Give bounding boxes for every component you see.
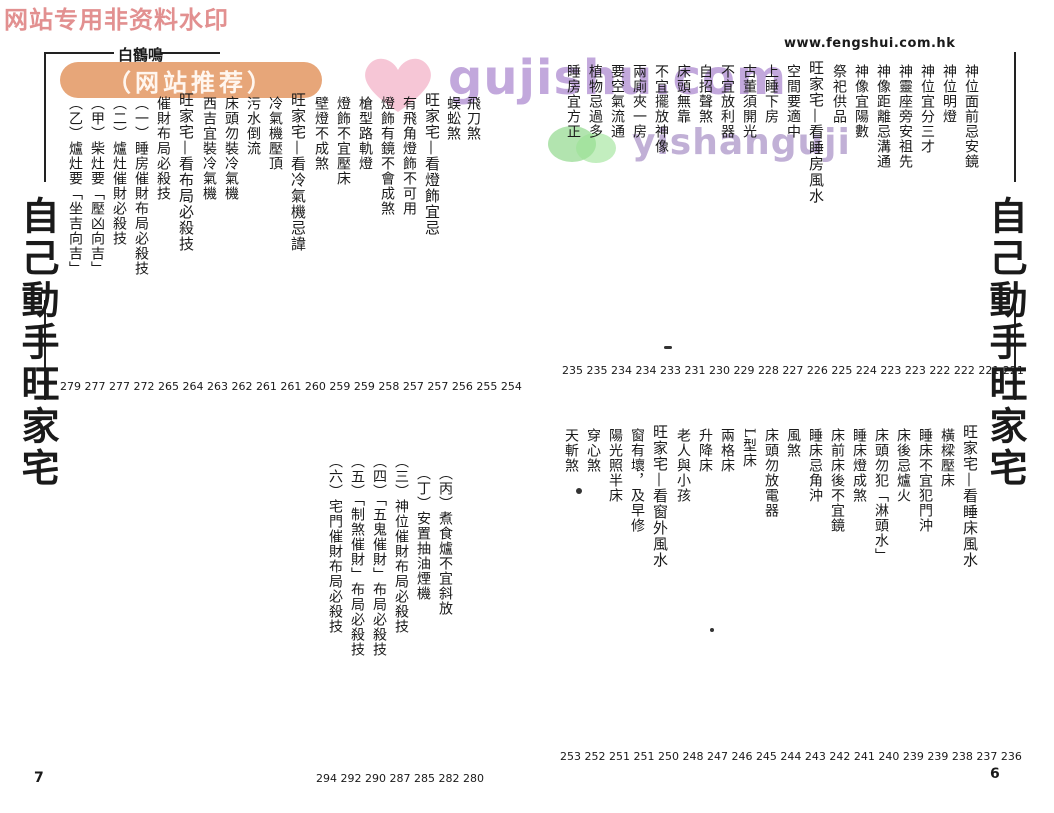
toc-entry: 神靈座旁安祖先: [897, 64, 913, 169]
toc-entry: 窗有壞，及早修: [629, 428, 645, 533]
recommend-badge: （网站推荐）: [60, 62, 322, 98]
toc-entry: 不宜放利器: [719, 64, 735, 139]
toc-heading: 旺家宅—看冷氣機忌諱: [289, 92, 307, 252]
toc-entry: L型床: [741, 428, 757, 469]
left-top-rule-2: [160, 52, 220, 54]
toc-entry: 床頭無靠: [675, 64, 691, 124]
toc-entry: 睡床燈成煞: [851, 428, 867, 503]
left-top-rule: [44, 52, 114, 54]
ink-mark: [576, 488, 582, 494]
toc-heading: 旺家宅—看布局必殺技: [177, 92, 195, 252]
right-vertical-rule: [1014, 52, 1016, 182]
toc-entry: 有飛角燈飾不可用: [401, 96, 417, 216]
toc-entry: （五）「制煞催財」布局必殺技: [349, 454, 365, 657]
left-vertical-rule-lower: [44, 300, 46, 400]
toc-entry: 穿心煞: [585, 428, 601, 473]
toc-entry: 睡房宜方正: [565, 64, 581, 139]
page-numbers-row: 279 277 277 272 265 264 263 262 261 261 …: [60, 380, 522, 393]
toc-entry: 蜈蚣煞: [445, 96, 461, 141]
ink-mark: [710, 628, 714, 632]
toc-entry: （二）爐灶催財必殺技: [111, 96, 127, 246]
toc-heading: 旺家宅—看燈飾宜忌: [423, 92, 441, 236]
toc-heading: 旺家宅—看睡床風水: [961, 424, 979, 568]
toc-entry: 神位面前忌安鏡: [963, 64, 979, 169]
toc-entry: 兩廁夾一房: [631, 64, 647, 139]
toc-entry: （四）「五鬼催財」布局必殺技: [371, 454, 387, 657]
toc-entry: 床頭勿放電器: [763, 428, 779, 518]
book-title-right: 自己動手旺家宅: [983, 196, 1028, 490]
toc-entry: 床頭勿犯「淋頭水」: [873, 428, 889, 563]
toc-entry: 兩格床: [719, 428, 735, 473]
toc-entry: 床前床後不宜鏡: [829, 428, 845, 533]
toc-entry: 槍型路軌燈: [357, 96, 373, 171]
toc-entry: 燈飾有鏡不會成煞: [379, 96, 395, 216]
toc-heading: 旺家宅—看窗外風水: [651, 424, 669, 568]
toc-entry: （三）神位催財布局必殺技: [393, 454, 409, 634]
toc-entry: 古董須開光: [741, 64, 757, 139]
watermark-gujishu: gujishu.com: [448, 50, 788, 106]
toc-entry: 植物忌過多: [587, 64, 603, 139]
toc-entry: 陽光照半床: [607, 428, 623, 503]
page-numbers-row: 235 235 234 234 233 231 230 229 228 227 …: [562, 364, 1024, 377]
toc-entry: 空間要適中: [785, 64, 801, 139]
website-url: www.fengshui.com.hk: [784, 36, 956, 51]
toc-entry: 床後忌爐火: [895, 428, 911, 503]
toc-entry: 污水倒流: [245, 96, 261, 156]
toc-entry: 睡床不宜犯門沖: [917, 428, 933, 533]
toc-entry: （丁）安置抽油煙機: [415, 466, 431, 601]
toc-entry: 飛刀煞: [465, 96, 481, 141]
toc-entry: （一）睡房催財布局必殺技: [133, 96, 149, 276]
watermark-yishanguji: yishanguji: [632, 122, 851, 163]
heart-icon: [365, 58, 431, 112]
toc-entry: 自招聲煞: [697, 64, 713, 124]
page-number-left: 7: [34, 770, 44, 786]
toc-entry: 風煞: [785, 428, 801, 458]
book-title-left: 自己動手旺家宅: [15, 196, 60, 490]
toc-entry: （乙）爐灶要「坐吉向吉」: [67, 96, 83, 276]
toc-heading: 旺家宅—看睡房風水: [807, 60, 825, 204]
toc-entry: 燈飾不宜壓床: [335, 96, 351, 186]
toc-entry: 睡床忌角沖: [807, 428, 823, 503]
toc-entry: 神位明燈: [941, 64, 957, 124]
toc-entry: 西吉宜裝冷氣機: [201, 96, 217, 201]
left-vertical-rule: [44, 52, 46, 182]
toc-entry: （甲）柴灶要「壓凶向吉」: [89, 96, 105, 276]
toc-entry: 上睡下房: [763, 64, 779, 124]
toc-entry: 壁燈不成煞: [313, 96, 329, 171]
page-numbers-row: 294 292 290 287 285 282 280: [316, 772, 484, 785]
toc-entry: 床頭勿裝冷氣機: [223, 96, 239, 201]
toc-entry: （六）宅門催財布局必殺技: [327, 454, 343, 634]
toc-entry: 天斬煞: [563, 428, 579, 473]
toc-entry: （丙）煮食爐不宜斜放: [437, 466, 453, 616]
author-name: 白鶴鳴: [118, 46, 164, 64]
toc-entry: 神像距離忌溝通: [875, 64, 891, 169]
page-number-right: 6: [990, 766, 1000, 782]
wechat-icon: [548, 126, 616, 163]
page-numbers-row: 253 252 251 251 250 248 247 246 245 244 …: [560, 750, 1022, 763]
ink-mark: [664, 346, 672, 349]
toc-entry: 升降床: [697, 428, 713, 473]
toc-entry: 冷氣機壓頂: [267, 96, 283, 171]
toc-entry: 不宜擺放神像: [653, 64, 669, 154]
right-vertical-rule-lower: [1014, 300, 1016, 400]
toc-entry: 橫樑壓床: [939, 428, 955, 488]
toc-entry: 神位宜分三才: [919, 64, 935, 154]
toc-entry: 要空氣流通: [609, 64, 625, 139]
top-watermark-text: 网站专用非资料水印: [4, 6, 229, 34]
toc-entry: 祭祀供品: [831, 64, 847, 124]
toc-entry: 老人與小孩: [675, 428, 691, 503]
toc-entry: 催財布局必殺技: [155, 96, 171, 201]
toc-entry: 神像宜陽數: [853, 64, 869, 139]
